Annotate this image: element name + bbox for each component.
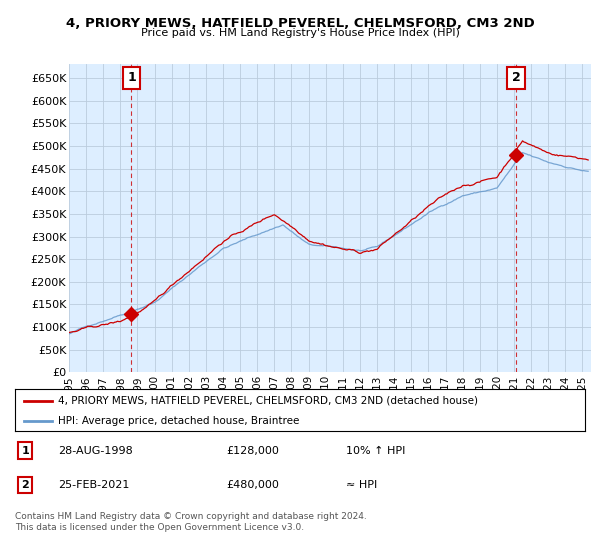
Text: 4, PRIORY MEWS, HATFIELD PEVEREL, CHELMSFORD, CM3 2ND (detached house): 4, PRIORY MEWS, HATFIELD PEVEREL, CHELMS… (58, 396, 478, 406)
Text: ≈ HPI: ≈ HPI (346, 480, 377, 490)
Text: 28-AUG-1998: 28-AUG-1998 (58, 446, 133, 456)
Text: Contains HM Land Registry data © Crown copyright and database right 2024.
This d: Contains HM Land Registry data © Crown c… (15, 512, 367, 532)
Text: HPI: Average price, detached house, Braintree: HPI: Average price, detached house, Brai… (58, 416, 299, 426)
Text: Price paid vs. HM Land Registry's House Price Index (HPI): Price paid vs. HM Land Registry's House … (140, 28, 460, 38)
Text: 10% ↑ HPI: 10% ↑ HPI (346, 446, 405, 456)
Text: 1: 1 (22, 446, 29, 456)
Text: 4, PRIORY MEWS, HATFIELD PEVEREL, CHELMSFORD, CM3 2ND: 4, PRIORY MEWS, HATFIELD PEVEREL, CHELMS… (65, 17, 535, 30)
Text: 2: 2 (512, 72, 520, 85)
Text: 2: 2 (22, 480, 29, 490)
Text: 1: 1 (127, 72, 136, 85)
Text: £128,000: £128,000 (226, 446, 279, 456)
Text: £480,000: £480,000 (226, 480, 279, 490)
Text: 25-FEB-2021: 25-FEB-2021 (58, 480, 129, 490)
